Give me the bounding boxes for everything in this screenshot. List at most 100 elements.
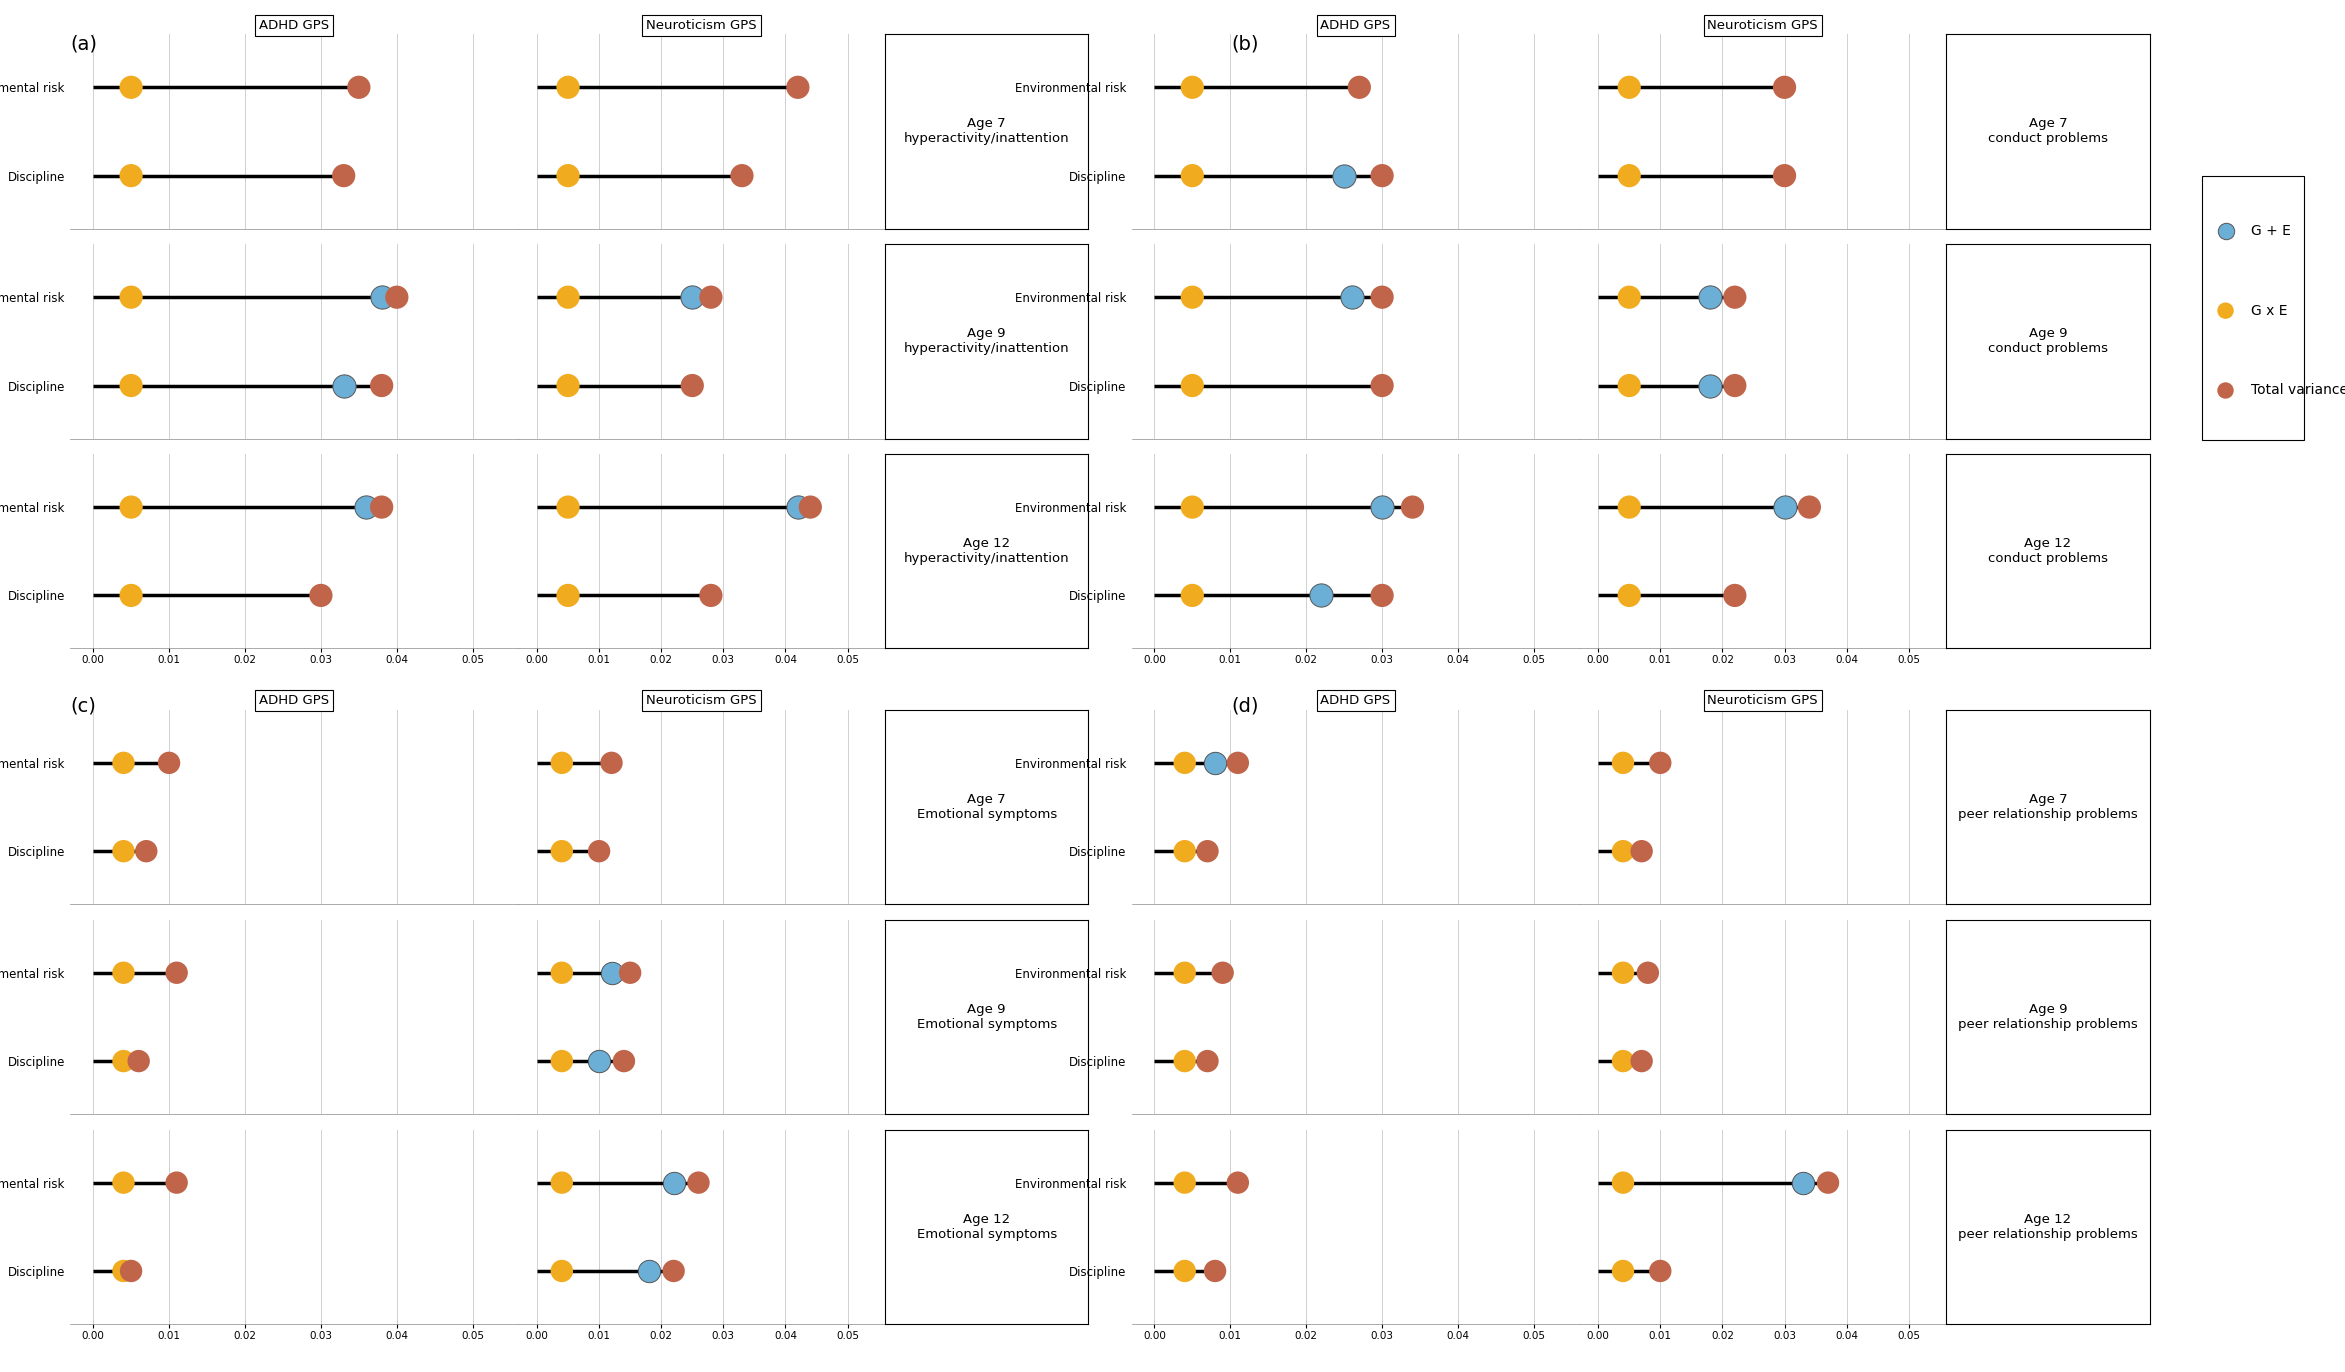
Point [1792, 497, 1829, 519]
Point [1611, 77, 1649, 99]
Point [157, 962, 195, 984]
Point [106, 840, 143, 862]
Point [1172, 375, 1210, 397]
Point [1604, 1172, 1641, 1194]
Point [106, 962, 143, 984]
Point [1623, 1050, 1660, 1072]
Point [1219, 752, 1257, 774]
Point [1165, 1259, 1203, 1281]
Point [1332, 287, 1369, 309]
Point [113, 497, 150, 519]
Point [303, 584, 340, 606]
Point [544, 1050, 582, 1072]
Point [549, 165, 586, 187]
Point [106, 1050, 143, 1072]
Point [1203, 962, 1241, 984]
Point [113, 77, 150, 99]
Point [363, 375, 401, 397]
Point [722, 165, 760, 187]
Point [120, 1050, 157, 1072]
Point [113, 287, 150, 309]
Point [1172, 77, 1210, 99]
Point [1189, 1050, 1226, 1072]
Point [1642, 752, 1679, 774]
Point [579, 840, 617, 862]
Point [1362, 375, 1400, 397]
Point [1362, 584, 1400, 606]
Text: Age 12
peer relationship problems: Age 12 peer relationship problems [1958, 1213, 2139, 1240]
Point [544, 962, 582, 984]
Point [150, 752, 188, 774]
Text: Age 9
conduct problems: Age 9 conduct problems [1989, 328, 2108, 355]
Point [1165, 1172, 1203, 1194]
Point [1604, 840, 1641, 862]
Point [1611, 584, 1649, 606]
Point [1301, 584, 1339, 606]
Point [1630, 962, 1667, 984]
Point [106, 1259, 143, 1281]
Point [347, 497, 385, 519]
Point [605, 1050, 643, 1072]
Point [1785, 1172, 1822, 1194]
Title: Neuroticism GPS: Neuroticism GPS [647, 19, 757, 32]
Point [549, 77, 586, 99]
Text: Total variance: Total variance [2251, 384, 2345, 398]
Point [692, 584, 729, 606]
Point [1717, 375, 1754, 397]
Point [1219, 1172, 1257, 1194]
Point [326, 375, 363, 397]
Text: (a): (a) [70, 34, 98, 54]
Point [127, 840, 164, 862]
Point [654, 1259, 692, 1281]
Point [106, 752, 143, 774]
Point [2207, 380, 2244, 402]
Point [579, 1050, 617, 1072]
Point [378, 287, 415, 309]
Title: ADHD GPS: ADHD GPS [1320, 694, 1391, 708]
Point [1717, 287, 1754, 309]
Point [326, 165, 363, 187]
Title: ADHD GPS: ADHD GPS [260, 19, 328, 32]
Point [549, 584, 586, 606]
Point [157, 1172, 195, 1194]
Title: Neuroticism GPS: Neuroticism GPS [1707, 19, 1817, 32]
Point [113, 584, 150, 606]
Point [673, 287, 711, 309]
Point [1604, 1050, 1641, 1072]
Point [1604, 1259, 1641, 1281]
Point [1642, 1259, 1679, 1281]
Point [1623, 840, 1660, 862]
Point [2207, 299, 2244, 321]
Point [779, 497, 816, 519]
Point [2207, 220, 2244, 241]
Point [1717, 584, 1754, 606]
Text: Age 9
hyperactivity/inattention: Age 9 hyperactivity/inattention [903, 328, 1069, 355]
Point [544, 840, 582, 862]
Point [1604, 962, 1641, 984]
Text: Age 12
conduct problems: Age 12 conduct problems [1989, 538, 2108, 565]
Point [593, 752, 631, 774]
Point [1172, 584, 1210, 606]
Text: Age 7
conduct problems: Age 7 conduct problems [1989, 118, 2108, 145]
Point [113, 375, 150, 397]
Text: Age 9
peer relationship problems: Age 9 peer relationship problems [1958, 1003, 2139, 1030]
Point [680, 1172, 718, 1194]
Point [1362, 165, 1400, 187]
Text: Age 12
Emotional symptoms: Age 12 Emotional symptoms [917, 1213, 1058, 1240]
Point [549, 287, 586, 309]
Point [1362, 287, 1400, 309]
Point [113, 1259, 150, 1281]
Point [793, 497, 830, 519]
Point [1196, 1259, 1233, 1281]
Text: (c): (c) [70, 697, 96, 716]
Point [1165, 840, 1203, 862]
Point [1810, 1172, 1848, 1194]
Text: Age 7
Emotional symptoms: Age 7 Emotional symptoms [917, 793, 1058, 820]
Point [1691, 287, 1728, 309]
Point [1393, 497, 1430, 519]
Point [1325, 165, 1362, 187]
Point [1604, 752, 1641, 774]
Text: G x E: G x E [2251, 303, 2289, 318]
Point [363, 497, 401, 519]
Point [1766, 497, 1803, 519]
